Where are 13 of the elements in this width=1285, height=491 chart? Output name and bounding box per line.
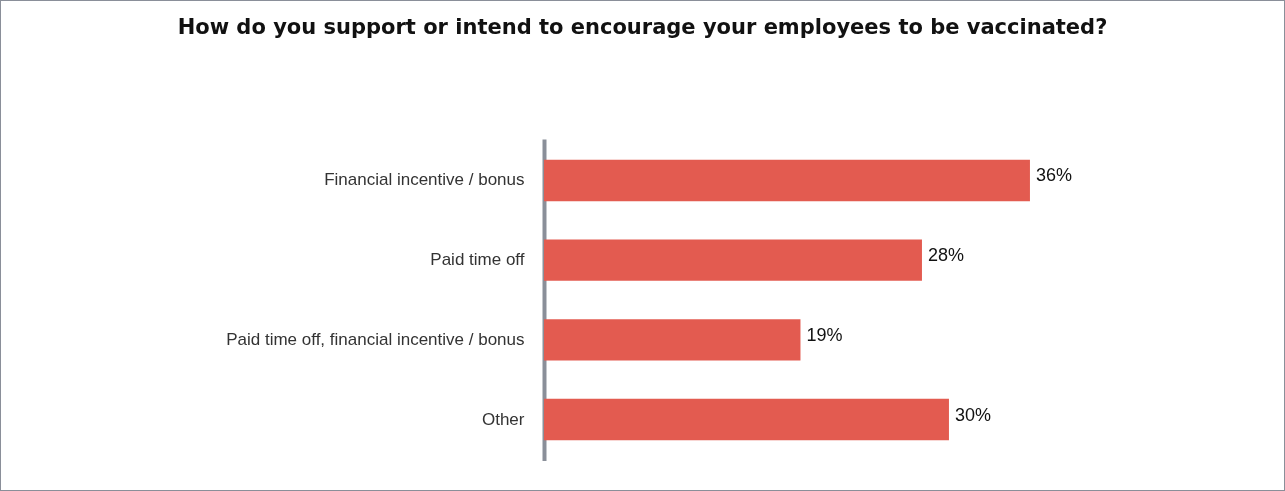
data-label: 30%	[954, 404, 991, 425]
chart-title: How do you support or intend to encourage your employees to be vaccinated?	[176, 15, 1109, 39]
bar	[544, 159, 1030, 202]
bar	[544, 239, 922, 281]
bar	[544, 398, 949, 441]
data-label: 28%	[927, 245, 964, 266]
bar	[544, 319, 801, 361]
y-tick-label: Financial incentive / bonus	[324, 170, 525, 190]
y-tick-label: Paid time off	[430, 250, 525, 270]
y-tick-label: Other	[481, 409, 525, 429]
y-tick-label: Paid time off, financial incentive / bonus	[226, 329, 525, 349]
data-label: 36%	[1035, 165, 1072, 186]
data-label: 19%	[806, 324, 843, 345]
